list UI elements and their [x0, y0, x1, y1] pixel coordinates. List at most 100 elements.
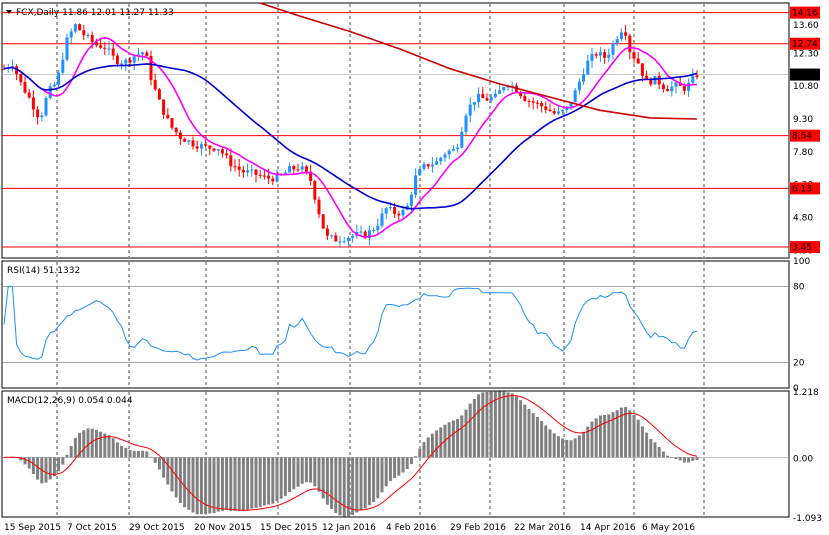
candle-body — [640, 63, 644, 76]
macd-bar — [86, 428, 90, 458]
macd-bar — [229, 457, 233, 511]
macd-bar — [531, 413, 535, 458]
macd-bar — [422, 442, 426, 458]
macd-bar — [338, 457, 342, 516]
candle-body — [157, 89, 161, 100]
candle-body — [191, 140, 195, 147]
candle-body — [552, 110, 556, 114]
candle-body — [199, 144, 203, 149]
macd-tick-label: 0.00 — [793, 454, 813, 464]
candle-body — [23, 81, 27, 93]
macd-bar — [254, 457, 258, 508]
macd-bar — [317, 457, 321, 492]
candle-body — [225, 153, 229, 156]
candle-body — [124, 59, 128, 64]
macd-bar — [309, 457, 313, 483]
macd-bar — [430, 433, 434, 458]
rsi-line — [3, 285, 698, 361]
candle-body — [481, 93, 485, 99]
candle-body — [111, 48, 115, 56]
macd-bar — [519, 400, 523, 458]
candle-body — [351, 235, 355, 238]
level-label-box — [790, 6, 820, 19]
macd-bar — [2, 457, 6, 458]
macd-bar — [258, 457, 262, 507]
candle-body — [397, 213, 401, 216]
ma-mid-line — [3, 63, 698, 210]
candle-body — [120, 63, 124, 65]
level-label-box — [790, 182, 820, 195]
candle-body — [624, 32, 628, 36]
candle-body — [544, 106, 548, 110]
candle-body — [304, 166, 308, 172]
macd-bar — [90, 428, 94, 458]
macd-bar — [120, 445, 124, 458]
candle-body — [2, 68, 6, 70]
candle-body — [338, 241, 342, 243]
candle-body — [372, 230, 376, 232]
macd-tick-label: -1.093 — [793, 514, 822, 524]
macd-bar — [216, 457, 220, 512]
macd-bar — [388, 457, 392, 482]
axis-labels: 13.6012.3010.809.307.806.304.803.3014.16… — [4, 6, 822, 533]
macd-bar — [426, 437, 430, 458]
macd-bar — [36, 457, 40, 480]
macd-bar — [330, 457, 334, 509]
macd-bar — [636, 419, 640, 458]
macd-bar — [397, 457, 401, 476]
price-tick-label: 10.80 — [793, 82, 819, 92]
macd-bar — [183, 457, 187, 508]
macd-bar — [678, 457, 682, 461]
candle-body — [321, 214, 325, 229]
dropdown-triangle-icon[interactable] — [6, 10, 12, 14]
macd-bar — [577, 435, 581, 458]
candle-body — [590, 54, 594, 61]
candle-body — [527, 100, 531, 102]
macd-bar — [464, 409, 468, 458]
candle-body — [52, 84, 56, 87]
macd-bar — [292, 457, 296, 490]
candle-body — [342, 241, 346, 243]
candle-body — [283, 172, 287, 175]
macd-bar — [552, 433, 556, 458]
date-label: 15 Dec 2015 — [260, 523, 318, 533]
macd-bar — [628, 410, 632, 458]
candle-body — [666, 89, 670, 92]
candle-body — [477, 93, 481, 103]
macd-bar — [535, 416, 539, 458]
candle-body — [687, 82, 691, 91]
candle-body — [250, 169, 254, 171]
current-price-label: 11.33 — [792, 71, 818, 81]
level-label: 6.13 — [792, 184, 812, 194]
ohlc-header: FCX,Daily 11.86 12.01 11.27 11.33 — [16, 8, 174, 18]
macd-bar — [342, 457, 346, 517]
candle-body — [183, 138, 187, 142]
price-tick-label: 9.30 — [793, 115, 813, 125]
candle-body — [141, 52, 145, 55]
macd-bar — [99, 431, 103, 458]
date-label: 29 Oct 2015 — [129, 523, 185, 533]
date-label: 12 Jan 2016 — [322, 523, 376, 533]
candle-body — [241, 169, 245, 173]
candle-body — [506, 86, 510, 88]
rsi-tick-label: 80 — [793, 282, 805, 292]
candle-body — [502, 87, 506, 91]
macd-bar — [225, 457, 229, 510]
candle-body — [166, 114, 170, 119]
macd-bar — [103, 433, 107, 458]
macd-bar — [380, 457, 384, 493]
rsi-tick-label: 100 — [793, 257, 810, 267]
candle-body — [384, 208, 388, 214]
macd-bar — [556, 436, 560, 458]
macd-bar — [82, 430, 86, 458]
macd-bar — [157, 457, 161, 470]
candle-body — [178, 132, 182, 139]
macd-bar — [523, 404, 527, 458]
macd-bar — [204, 457, 208, 514]
macd-bar — [393, 457, 397, 478]
macd-bar — [296, 457, 300, 487]
price-tick-label: 7.80 — [793, 148, 813, 158]
macd-bar — [598, 415, 602, 458]
candle-body — [107, 48, 111, 50]
candle-body — [359, 231, 363, 233]
